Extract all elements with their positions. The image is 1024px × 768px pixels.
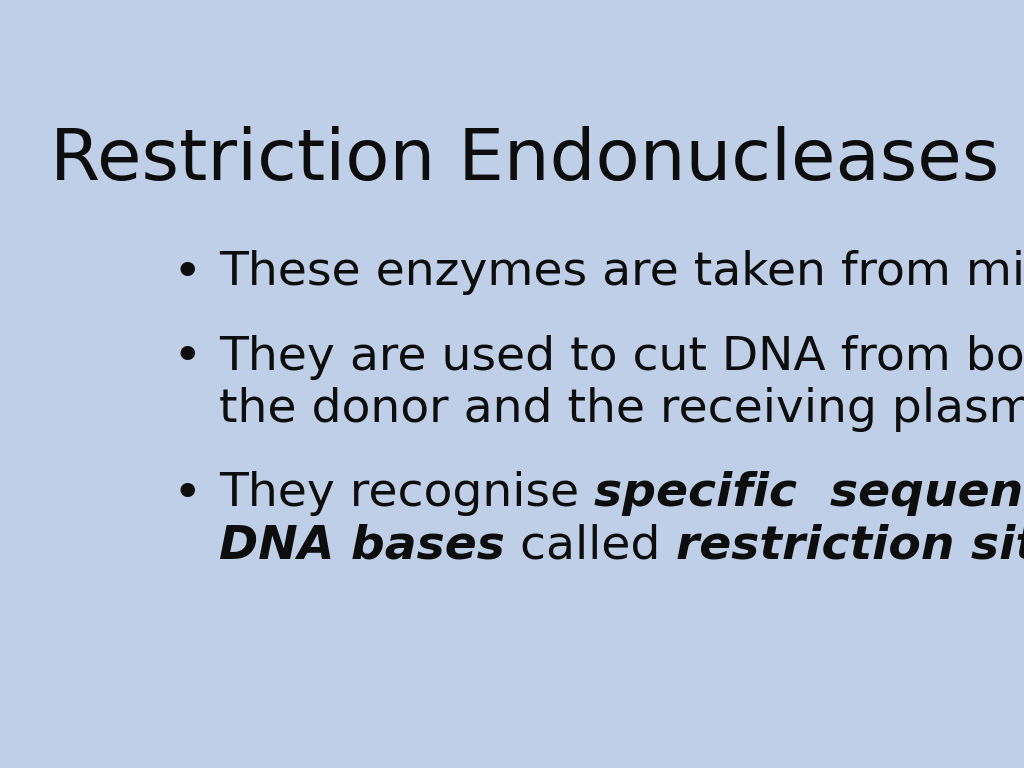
Text: •: • xyxy=(173,470,203,518)
Text: Restriction Endonucleases: Restriction Endonucleases xyxy=(50,126,999,194)
Text: specific  sequences of: specific sequences of xyxy=(594,472,1024,516)
Text: called: called xyxy=(505,523,676,568)
Text: the donor and the receiving plasmid: the donor and the receiving plasmid xyxy=(219,386,1024,432)
Text: They are used to cut DNA from both: They are used to cut DNA from both xyxy=(219,335,1024,379)
Text: These enzymes are taken from microbes: These enzymes are taken from microbes xyxy=(219,250,1024,295)
Text: •: • xyxy=(173,249,203,296)
Text: DNA bases: DNA bases xyxy=(219,523,505,568)
Text: They recognise: They recognise xyxy=(219,472,594,516)
Text: •: • xyxy=(173,333,203,381)
Text: restriction sites: restriction sites xyxy=(676,523,1024,568)
